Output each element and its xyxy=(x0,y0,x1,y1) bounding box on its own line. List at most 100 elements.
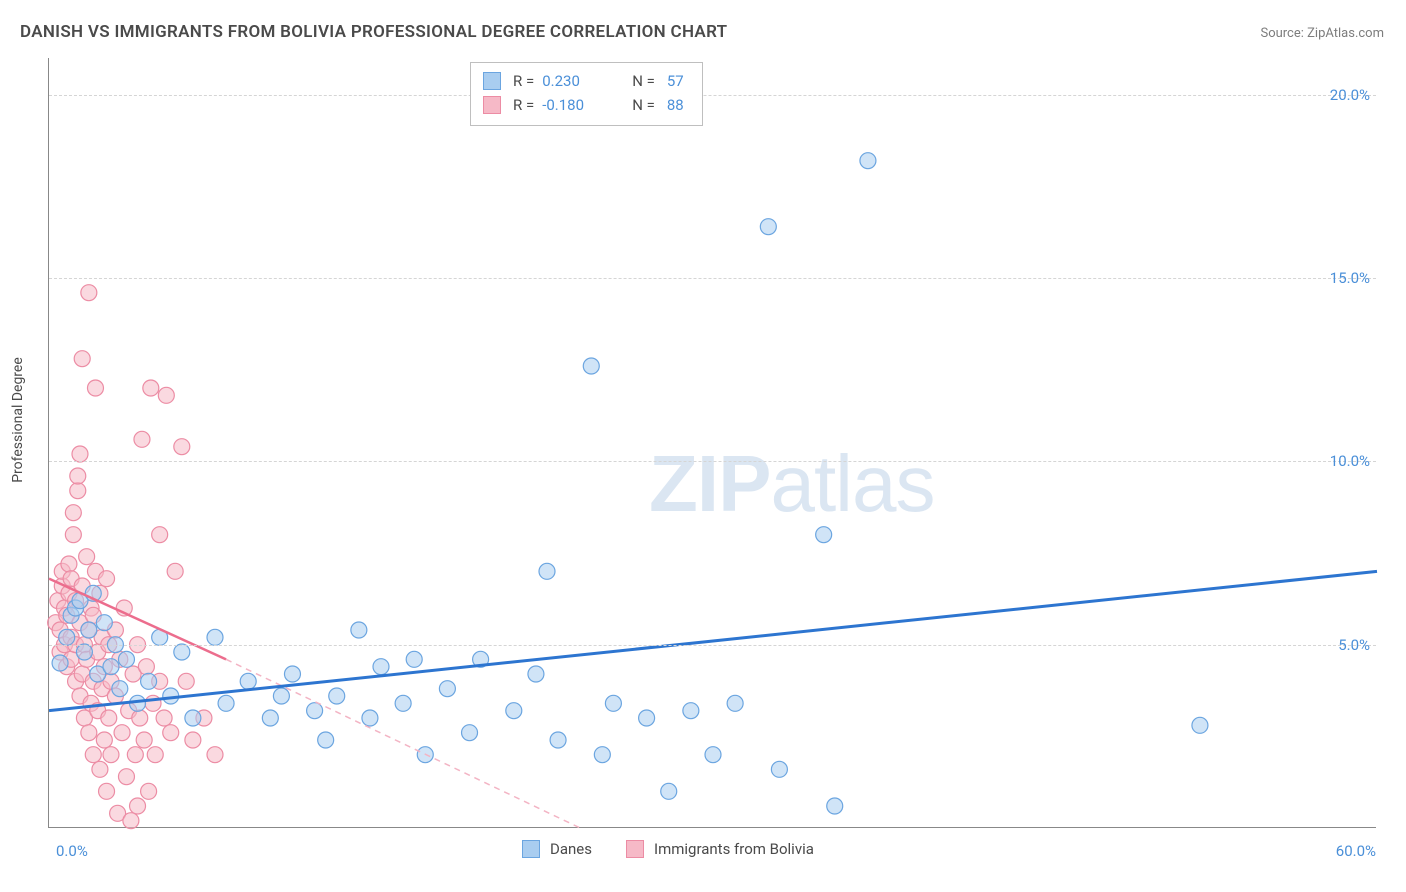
data-point xyxy=(550,732,566,748)
source-name: ZipAtlas.com xyxy=(1307,26,1384,41)
n-label: N = xyxy=(632,93,655,117)
trend-line xyxy=(226,659,580,828)
data-point xyxy=(81,622,97,638)
r-value-bolivia: -0.180 xyxy=(542,93,608,117)
x-tick-max: 60.0% xyxy=(1336,842,1376,860)
data-point xyxy=(373,659,389,675)
data-point xyxy=(59,629,75,645)
swatch-bolivia-bottom xyxy=(626,840,644,858)
data-point xyxy=(583,358,599,374)
y-tick-label: 5.0% xyxy=(1338,636,1370,654)
data-point xyxy=(103,747,119,763)
data-point xyxy=(141,673,157,689)
data-point xyxy=(174,439,190,455)
data-point xyxy=(178,673,194,689)
x-tick-min: 0.0% xyxy=(56,842,88,860)
data-point xyxy=(771,761,787,777)
trend-line xyxy=(49,571,1377,710)
data-point xyxy=(539,563,555,579)
data-point xyxy=(134,431,150,447)
data-point xyxy=(52,655,68,671)
legend-bolivia-label: Immigrants from Bolivia xyxy=(654,840,814,858)
data-point xyxy=(85,747,101,763)
data-point xyxy=(132,710,148,726)
data-point xyxy=(329,688,345,704)
data-point xyxy=(61,556,77,572)
source-prefix: Source: xyxy=(1260,26,1307,41)
data-point xyxy=(351,622,367,638)
data-point xyxy=(99,571,115,587)
data-point xyxy=(185,732,201,748)
data-point xyxy=(147,747,163,763)
n-value-danes: 57 xyxy=(667,69,684,93)
correlation-legend: R = 0.230 N = 57 R = -0.180 N = 88 xyxy=(470,62,703,126)
data-point xyxy=(1192,717,1208,733)
data-point xyxy=(96,615,112,631)
data-point xyxy=(87,380,103,396)
data-point xyxy=(262,710,278,726)
y-tick-label: 20.0% xyxy=(1330,86,1370,104)
data-point xyxy=(439,681,455,697)
data-point xyxy=(138,659,154,675)
data-point xyxy=(152,527,168,543)
data-point xyxy=(218,695,234,711)
data-point xyxy=(594,747,610,763)
data-point xyxy=(70,483,86,499)
data-point xyxy=(72,446,88,462)
data-point xyxy=(727,695,743,711)
data-point xyxy=(207,629,223,645)
data-point xyxy=(240,673,256,689)
data-point xyxy=(136,732,152,748)
data-point xyxy=(605,695,621,711)
data-point xyxy=(74,351,90,367)
data-point xyxy=(273,688,289,704)
data-point xyxy=(462,725,478,741)
data-point xyxy=(760,219,776,235)
data-point xyxy=(528,666,544,682)
data-point xyxy=(130,798,146,814)
gridline xyxy=(49,645,1376,646)
n-value-bolivia: 88 xyxy=(667,93,684,117)
swatch-bolivia xyxy=(483,96,501,114)
data-point xyxy=(506,703,522,719)
data-point xyxy=(816,527,832,543)
data-point xyxy=(307,703,323,719)
plot-svg xyxy=(49,58,1376,827)
data-point xyxy=(284,666,300,682)
data-point xyxy=(123,813,139,829)
data-point xyxy=(639,710,655,726)
data-point xyxy=(118,769,134,785)
data-point xyxy=(143,380,159,396)
data-point xyxy=(683,703,699,719)
data-point xyxy=(362,710,378,726)
legend-row-danes: R = 0.230 N = 57 xyxy=(483,69,684,93)
y-tick-label: 15.0% xyxy=(1330,269,1370,287)
n-label: N = xyxy=(632,69,655,93)
data-point xyxy=(860,153,876,169)
data-point xyxy=(661,783,677,799)
data-point xyxy=(96,732,112,748)
legend-danes-label: Danes xyxy=(550,840,592,858)
r-label: R = xyxy=(513,93,534,117)
data-point xyxy=(406,651,422,667)
data-point xyxy=(185,710,201,726)
data-point xyxy=(158,387,174,403)
data-point xyxy=(705,747,721,763)
r-value-danes: 0.230 xyxy=(542,69,608,93)
data-point xyxy=(127,747,143,763)
data-point xyxy=(141,783,157,799)
data-point xyxy=(114,725,130,741)
data-point xyxy=(112,681,128,697)
data-point xyxy=(81,285,97,301)
plot-area: ZIPatlas 5.0%10.0%15.0%20.0% xyxy=(48,58,1376,828)
series-legend: Danes Immigrants from Bolivia xyxy=(522,840,814,858)
y-axis-label: Professional Degree xyxy=(10,357,26,483)
data-point xyxy=(163,725,179,741)
data-point xyxy=(65,505,81,521)
data-point xyxy=(103,659,119,675)
gridline xyxy=(49,461,1376,462)
swatch-danes xyxy=(483,72,501,90)
data-point xyxy=(70,468,86,484)
gridline xyxy=(49,278,1376,279)
chart-title: DANISH VS IMMIGRANTS FROM BOLIVIA PROFES… xyxy=(20,22,727,42)
